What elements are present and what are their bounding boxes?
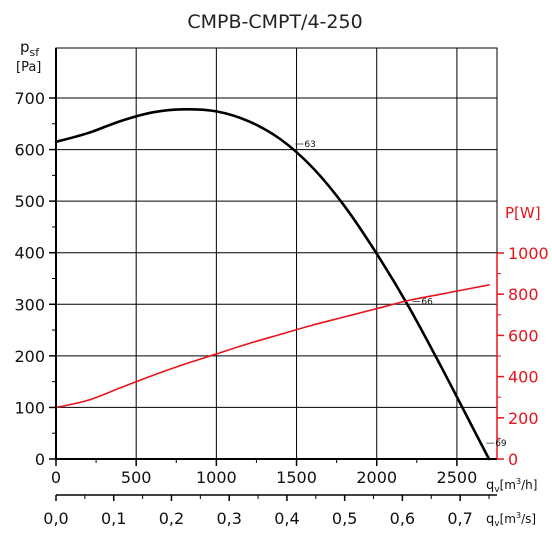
x2-tick-label-5: 0,5 [332, 509, 357, 528]
chart-title: CMPB-CMPT/4-250 [187, 11, 362, 33]
left-axis-label: psf [20, 38, 40, 59]
annotation-layer: 63 66 69 [295, 140, 507, 449]
left-tick-label-1: 100 [14, 398, 45, 417]
annotation-label-2: 69 [495, 439, 507, 449]
x2-tick-label-2: 0,2 [159, 509, 184, 528]
right-axis-label: P[W] [505, 204, 541, 222]
annotation-label-0: 63 [304, 140, 315, 150]
power-curve [55, 284, 490, 409]
x2-tick-label-3: 0,3 [216, 509, 241, 528]
x-axis-primary-label: qv[m3/h] [486, 477, 537, 495]
plot-border [55, 47, 498, 460]
x2-tick-label-1: 0,1 [101, 509, 126, 528]
left-tick-label-6: 600 [14, 141, 45, 160]
x-tick-label-2: 1000 [196, 468, 237, 487]
pressure-curve [54, 108, 491, 461]
left-tick-label-2: 200 [14, 347, 45, 366]
right-tick-label-3: 600 [508, 326, 539, 345]
left-axis-unit: [Pa] [16, 60, 41, 75]
x2-tick-label-6: 0,6 [390, 509, 415, 528]
x-tick-label-3: 1500 [276, 468, 317, 487]
left-tick-label-3: 300 [14, 295, 45, 314]
annotation-label-1: 66 [421, 297, 433, 307]
left-tick-label-0: 0 [35, 450, 45, 469]
grid [56, 48, 497, 459]
right-tick-label-1: 200 [508, 409, 539, 428]
x-tick-label-4: 2000 [356, 468, 397, 487]
right-tick-label-0: 0 [508, 450, 518, 469]
tick-layer: 0 100 200 300 400 500 600 700 0 200 400 600 800 1000 0… [14, 89, 548, 528]
x-tick-label-1: 500 [121, 468, 152, 487]
left-tick-label-7: 700 [14, 89, 45, 108]
x-tick-label-5: 2500 [437, 468, 478, 487]
x2-tick-label-0: 0,0 [43, 509, 68, 528]
x2-tick-label-7: 0,7 [447, 509, 472, 528]
right-tick-label-5: 1000 [508, 244, 549, 263]
right-tick-label-4: 800 [508, 285, 539, 304]
series-layer [54, 108, 491, 461]
left-tick-label-4: 400 [14, 244, 45, 263]
x-axis-secondary-label: qv[m3/s] [486, 511, 536, 529]
x2-tick-label-4: 0,4 [274, 509, 299, 528]
left-tick-label-5: 500 [14, 192, 45, 211]
right-tick-label-2: 400 [508, 368, 539, 387]
x-tick-label-0: 0 [51, 468, 61, 487]
plot-frame [55, 47, 498, 496]
